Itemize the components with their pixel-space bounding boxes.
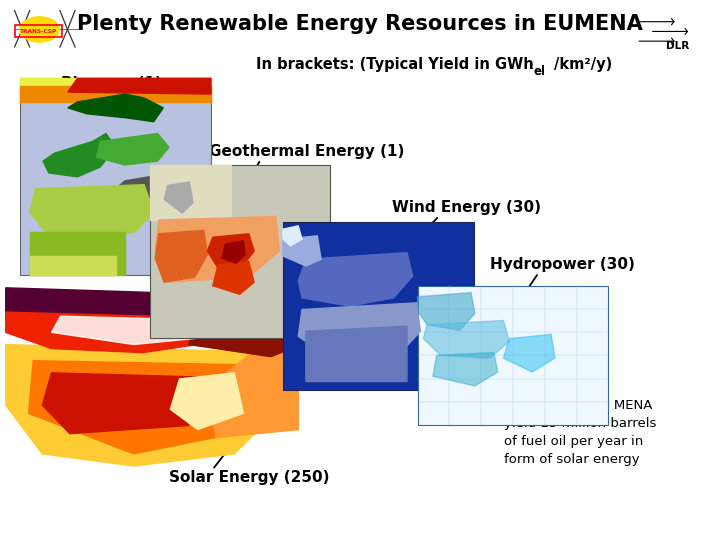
Polygon shape — [164, 182, 193, 213]
Polygon shape — [298, 253, 413, 306]
Polygon shape — [222, 241, 245, 263]
Circle shape — [20, 17, 59, 42]
Bar — [6, 288, 463, 490]
Polygon shape — [306, 326, 407, 381]
Text: el: el — [534, 65, 545, 78]
Bar — [150, 165, 330, 338]
Polygon shape — [156, 217, 279, 282]
Polygon shape — [6, 312, 225, 353]
Polygon shape — [68, 78, 211, 94]
Polygon shape — [115, 173, 182, 206]
Polygon shape — [68, 94, 163, 122]
Bar — [15, 25, 62, 37]
Polygon shape — [189, 316, 312, 356]
Bar — [418, 286, 608, 425]
Text: Hydropower (30): Hydropower (30) — [490, 257, 634, 272]
Polygon shape — [283, 236, 321, 266]
Polygon shape — [52, 316, 216, 345]
Polygon shape — [20, 78, 211, 102]
Bar — [283, 222, 474, 390]
Polygon shape — [283, 226, 302, 246]
Text: TRANS-CSP: TRANS-CSP — [20, 29, 58, 33]
Polygon shape — [6, 288, 262, 349]
Polygon shape — [213, 261, 254, 294]
Polygon shape — [171, 373, 243, 430]
Polygon shape — [42, 373, 198, 434]
Polygon shape — [207, 345, 298, 437]
Polygon shape — [30, 232, 125, 275]
Polygon shape — [30, 255, 115, 275]
Polygon shape — [6, 345, 289, 466]
Polygon shape — [30, 185, 154, 240]
Text: Solar Energy (250): Solar Energy (250) — [169, 470, 330, 485]
Polygon shape — [150, 165, 230, 220]
Text: DLR: DLR — [666, 41, 689, 51]
Text: Plenty Renewable Energy Resources in EUMENA: Plenty Renewable Energy Resources in EUM… — [77, 14, 643, 35]
Text: In brackets: (Typical Yield in GWh: In brackets: (Typical Yield in GWh — [256, 57, 534, 72]
Text: Geothermal Energy (1): Geothermal Energy (1) — [209, 144, 404, 159]
Text: Every 10 km² in MENA
yield 15 million barrels
of fuel oil per year in
form of so: Every 10 km² in MENA yield 15 million ba… — [504, 399, 657, 465]
Polygon shape — [433, 353, 498, 386]
Polygon shape — [20, 86, 211, 102]
Polygon shape — [156, 231, 207, 282]
Bar — [20, 78, 211, 275]
Polygon shape — [418, 293, 475, 330]
Text: /km²/y): /km²/y) — [554, 57, 612, 72]
Polygon shape — [423, 321, 509, 358]
Text: Wind Energy (30): Wind Energy (30) — [392, 200, 541, 215]
Text: Biomass (1): Biomass (1) — [61, 76, 162, 91]
Polygon shape — [43, 133, 115, 177]
Polygon shape — [96, 133, 169, 165]
Polygon shape — [29, 361, 243, 454]
Polygon shape — [503, 334, 555, 372]
Polygon shape — [207, 234, 254, 268]
Polygon shape — [298, 303, 420, 365]
